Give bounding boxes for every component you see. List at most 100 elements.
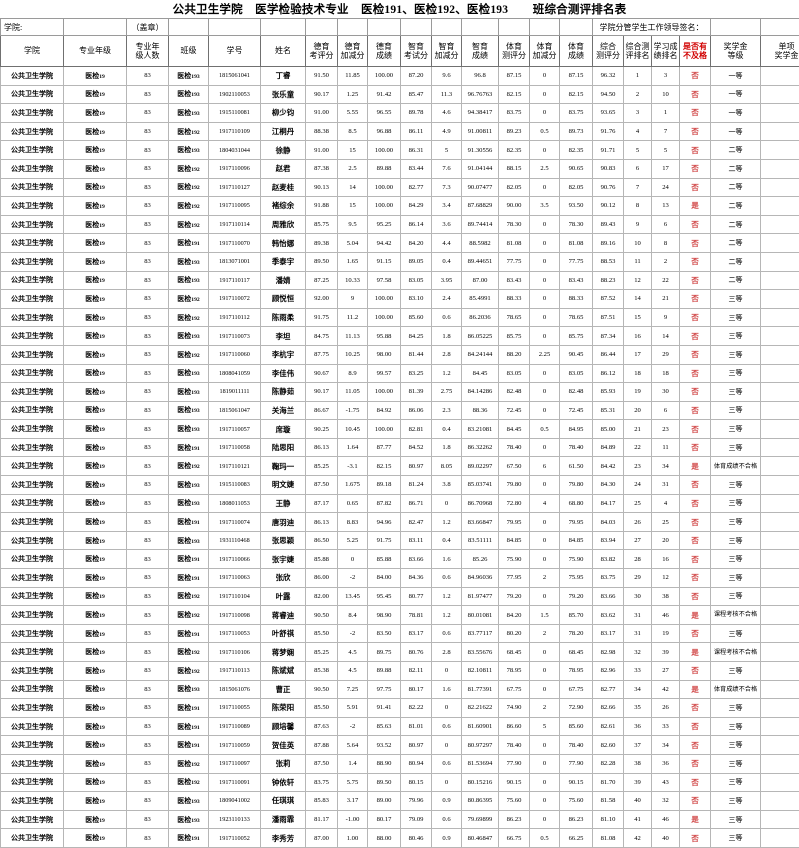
cell-moral_adj[interactable]: 10.25 (338, 345, 368, 364)
cell-majorgrade[interactable]: 医检19 (64, 345, 127, 364)
cell-total[interactable]: 94.50 (593, 85, 624, 104)
cell-fail[interactable]: 否 (680, 308, 711, 327)
cell-majorgrade[interactable]: 医检19 (64, 662, 127, 681)
cell-moral_sc[interactable]: 97.75 (368, 680, 401, 699)
cell-majorcount[interactable]: 83 (127, 550, 169, 569)
cell-class[interactable]: 医检192 (169, 773, 209, 792)
cell-class[interactable]: 医检193 (169, 401, 209, 420)
cell-study_rank[interactable]: 40 (652, 829, 680, 848)
cell-level[interactable]: 三等 (711, 494, 761, 513)
cell-name[interactable]: 潘雨霏 (261, 810, 306, 829)
cell-intel_sc[interactable]: 84.14286 (462, 383, 499, 402)
cell-fail[interactable]: 否 (680, 122, 711, 141)
cell-majorcount[interactable]: 83 (127, 364, 169, 383)
cell-total_rank[interactable]: 37 (624, 736, 652, 755)
cell-majorgrade[interactable]: 医检19 (64, 215, 127, 234)
cell-class[interactable]: 医检193 (169, 810, 209, 829)
cell-total[interactable]: 87.51 (593, 308, 624, 327)
column-header-moral_sc[interactable]: 德育成绩 (368, 36, 401, 67)
cell-intel_sc[interactable]: 88.5982 (462, 234, 499, 253)
cell-moral_adj[interactable]: 7.25 (338, 680, 368, 699)
cell-majorgrade[interactable]: 医检19 (64, 531, 127, 550)
cell-name[interactable]: 李坦 (261, 327, 306, 346)
cell-majorcount[interactable]: 83 (127, 773, 169, 792)
cell-total_rank[interactable]: 23 (624, 457, 652, 476)
cell-total_rank[interactable]: 12 (624, 271, 652, 290)
cell-level[interactable]: 三等 (711, 531, 761, 550)
cell-total_rank[interactable]: 4 (624, 122, 652, 141)
cell-study_rank[interactable]: 25 (652, 513, 680, 532)
cell-moral_adj[interactable]: -2 (338, 569, 368, 588)
cell-level[interactable]: 三等 (711, 717, 761, 736)
cell-intel_sc[interactable]: 80.15216 (462, 773, 499, 792)
cell-total[interactable]: 82.60 (593, 736, 624, 755)
cell-college[interactable]: 公共卫生学院 (1, 141, 64, 160)
cell-fail[interactable]: 是 (680, 643, 711, 662)
cell-single[interactable] (761, 290, 799, 309)
cell-intel_exam[interactable]: 82.81 (401, 420, 432, 439)
column-header-fail[interactable]: 是否有不及格 (680, 36, 711, 67)
cell-total[interactable]: 91.71 (593, 141, 624, 160)
cell-pe_eval[interactable]: 81.08 (499, 234, 530, 253)
cell-majorcount[interactable]: 83 (127, 699, 169, 718)
cell-name[interactable]: 李佳伟 (261, 364, 306, 383)
cell-moral_sc[interactable]: 95.45 (368, 587, 401, 606)
cell-class[interactable]: 医检193 (169, 364, 209, 383)
cell-class[interactable]: 医检192 (169, 159, 209, 178)
cell-moral_sc[interactable]: 87.82 (368, 494, 401, 513)
cell-total[interactable]: 85.31 (593, 401, 624, 420)
cell-moral_sc[interactable]: 100.00 (368, 197, 401, 216)
cell-intel_sc[interactable]: 84.24144 (462, 345, 499, 364)
cell-moral_sc[interactable]: 89.75 (368, 643, 401, 662)
cell-pe_sc[interactable]: 86.23 (560, 810, 593, 829)
cell-moral_adj[interactable]: 15 (338, 141, 368, 160)
cell-majorgrade[interactable]: 医检19 (64, 85, 127, 104)
cell-pe_adj[interactable]: 0 (530, 587, 560, 606)
cell-moral_sc[interactable]: 100.00 (368, 420, 401, 439)
cell-fail[interactable]: 否 (680, 420, 711, 439)
cell-moral_sc[interactable]: 89.88 (368, 159, 401, 178)
cell-fail[interactable]: 否 (680, 383, 711, 402)
cell-majorcount[interactable]: 83 (127, 438, 169, 457)
cell-level[interactable]: 三等 (711, 569, 761, 588)
cell-total[interactable]: 81.58 (593, 792, 624, 811)
cell-intel_sc[interactable]: 86.2036 (462, 308, 499, 327)
cell-name[interactable]: 张乐童 (261, 85, 306, 104)
cell-intel_adj[interactable]: 1.6 (432, 680, 462, 699)
cell-study_rank[interactable]: 6 (652, 401, 680, 420)
cell-intel_exam[interactable]: 83.10 (401, 290, 432, 309)
cell-majorgrade[interactable]: 医检19 (64, 383, 127, 402)
cell-study_rank[interactable]: 13 (652, 197, 680, 216)
cell-college[interactable]: 公共卫生学院 (1, 159, 64, 178)
cell-moral_exam[interactable]: 89.38 (306, 234, 338, 253)
cell-fail[interactable]: 否 (680, 587, 711, 606)
cell-majorcount[interactable]: 83 (127, 252, 169, 271)
cell-total_rank[interactable]: 11 (624, 252, 652, 271)
cell-college[interactable]: 公共卫生学院 (1, 587, 64, 606)
cell-intel_adj[interactable]: 0.4 (432, 531, 462, 550)
cell-majorgrade[interactable]: 医检19 (64, 271, 127, 290)
cell-level[interactable]: 二等 (711, 234, 761, 253)
cell-pe_adj[interactable]: 0 (530, 383, 560, 402)
cell-majorcount[interactable]: 83 (127, 476, 169, 495)
cell-single[interactable] (761, 308, 799, 327)
cell-pe_sc[interactable]: 68.45 (560, 643, 593, 662)
cell-pe_eval[interactable]: 68.45 (499, 643, 530, 662)
cell-pe_adj[interactable]: 0 (530, 104, 560, 123)
cell-moral_exam[interactable]: 85.75 (306, 215, 338, 234)
cell-pe_eval[interactable]: 79.20 (499, 587, 530, 606)
cell-intel_exam[interactable]: 82.22 (401, 699, 432, 718)
cell-college[interactable]: 公共卫生学院 (1, 531, 64, 550)
cell-moral_sc[interactable]: 100.00 (368, 67, 401, 86)
cell-intel_exam[interactable]: 86.11 (401, 122, 432, 141)
cell-pe_eval[interactable]: 90.15 (499, 773, 530, 792)
cell-intel_exam[interactable]: 80.97 (401, 736, 432, 755)
cell-sid[interactable]: 1917110060 (209, 345, 261, 364)
cell-total[interactable]: 85.00 (593, 420, 624, 439)
cell-pe_eval[interactable]: 79.80 (499, 476, 530, 495)
cell-class[interactable]: 医检192 (169, 662, 209, 681)
